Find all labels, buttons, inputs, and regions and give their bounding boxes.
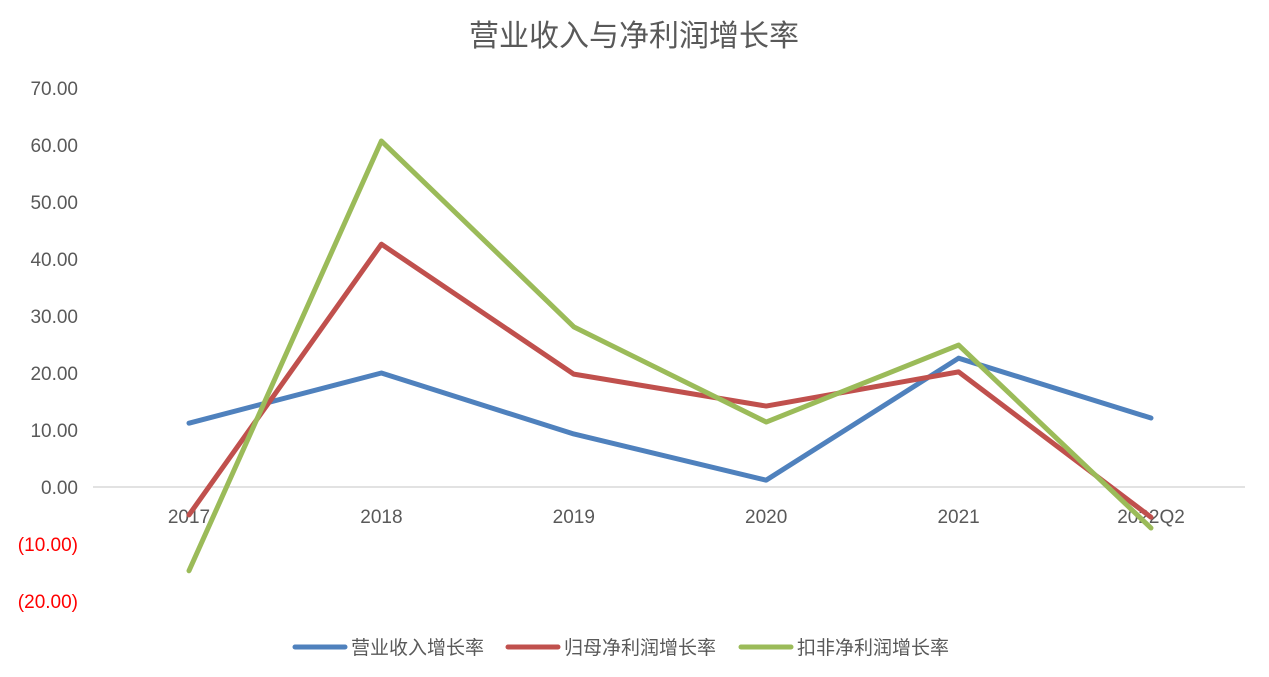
y-tick-label: 10.00 <box>30 421 78 442</box>
y-tick-label: 20.00 <box>30 364 78 385</box>
x-tick-label: 2017 <box>168 507 210 528</box>
legend-label: 营业收入增长率 <box>351 637 484 659</box>
y-tick-label: 50.00 <box>30 193 78 214</box>
legend-label: 扣非净利润增长率 <box>797 637 949 659</box>
series-line-1 <box>186 241 1154 520</box>
y-tick-label: 0.00 <box>41 478 78 499</box>
y-tick-label: 40.00 <box>30 250 78 271</box>
chart-title: 营业收入与净利润增长率 <box>469 19 799 54</box>
series-line-0 <box>186 355 1154 483</box>
y-tick-label: 60.00 <box>30 136 78 157</box>
y-tick-label: 30.00 <box>30 307 78 328</box>
y-tick-label: (10.00) <box>18 535 78 556</box>
x-tick-label: 2018 <box>360 507 402 528</box>
x-tick-label: 2020 <box>745 507 787 528</box>
series-line-2 <box>186 138 1154 574</box>
x-tick-label: 2021 <box>937 507 979 528</box>
legend-label: 归母净利润增长率 <box>564 637 716 659</box>
x-tick-label: 2019 <box>553 507 595 528</box>
y-tick-label: (20.00) <box>18 592 78 613</box>
y-tick-label: 70.00 <box>30 79 78 100</box>
